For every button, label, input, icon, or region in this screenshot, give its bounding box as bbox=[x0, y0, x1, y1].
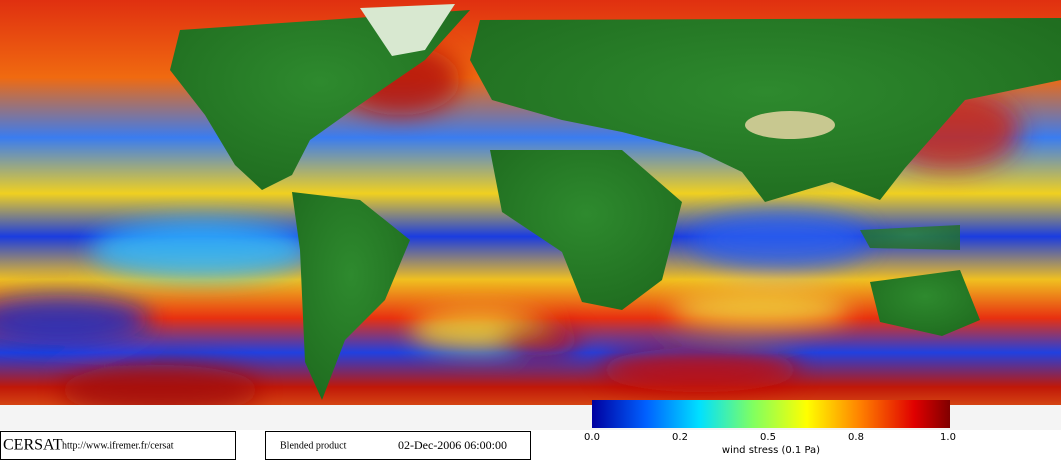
colorbar-ticks: 0.0 0.2 0.5 0.8 1.0 bbox=[584, 432, 956, 443]
logo: CERSAT bbox=[3, 437, 63, 454]
tibet bbox=[745, 111, 835, 139]
product: Blended product bbox=[280, 440, 347, 451]
colorbar-tick-label: 0.2 bbox=[672, 432, 688, 443]
continents bbox=[170, 4, 1061, 400]
colorbar-tick-label: 0.0 bbox=[584, 432, 600, 443]
logo-box bbox=[0, 431, 236, 460]
colorbar bbox=[592, 400, 950, 428]
colorbar-tick-label: 0.8 bbox=[848, 432, 864, 443]
colorbar-label: wind stress (0.1 Pa) bbox=[722, 445, 820, 456]
colorbar-tick-label: 1.0 bbox=[940, 432, 956, 443]
colorbar-tick-label: 0.5 bbox=[760, 432, 776, 443]
url: http://www.ifremer.fr/cersat bbox=[62, 440, 174, 451]
date: 02-Dec-2006 06:00:00 bbox=[398, 438, 507, 452]
info-box bbox=[265, 431, 531, 460]
